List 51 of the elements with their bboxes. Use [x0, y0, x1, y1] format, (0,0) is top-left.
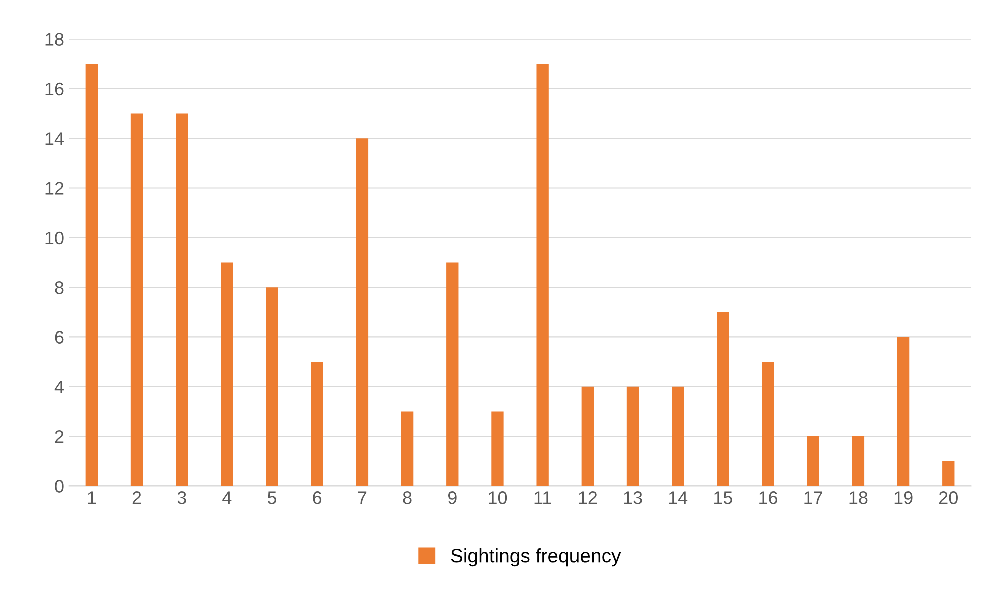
x-tick-label: 18	[850, 492, 868, 504]
x-tick-label: 7	[358, 492, 367, 504]
x-tick-label: 1	[88, 492, 96, 504]
legend-label: Sightings frequency	[451, 548, 622, 567]
x-tick-label: 11	[534, 492, 552, 504]
bar	[356, 138, 369, 486]
x-tick-label: 9	[448, 492, 457, 504]
x-tick-label: 17	[804, 492, 822, 504]
bar	[176, 114, 188, 486]
bar	[852, 436, 865, 486]
x-tick-label: 8	[403, 492, 412, 504]
x-tick-label: 14	[669, 492, 688, 504]
bar	[717, 312, 730, 486]
y-tick-label: 18	[46, 33, 64, 46]
y-tick-label: 2	[55, 430, 64, 444]
x-tick-label: 2	[132, 492, 142, 504]
bar	[807, 436, 820, 486]
x-tick-label: 12	[579, 492, 598, 504]
x-tick-label: 3	[178, 492, 186, 504]
y-tick-label: 16	[46, 82, 64, 96]
y-tick-label: 4	[54, 381, 64, 394]
x-tick-label: 15	[714, 492, 732, 504]
x-tick-label: 13	[624, 492, 642, 504]
bar	[536, 64, 549, 486]
x-tick-label: 16	[760, 492, 778, 504]
y-tick-label: 8	[55, 282, 64, 294]
bar	[311, 362, 324, 486]
bar	[446, 262, 459, 486]
x-tick-label: 6	[313, 492, 322, 504]
bar	[492, 412, 504, 486]
bar	[582, 386, 594, 486]
bar	[221, 262, 234, 486]
y-tick-label: 6	[55, 331, 64, 344]
bar	[897, 337, 910, 486]
bar	[762, 362, 774, 486]
bar	[942, 461, 955, 486]
bar	[401, 412, 414, 486]
y-tick-label: 14	[46, 132, 64, 146]
bar	[266, 288, 278, 486]
y-tick-label: 0	[55, 480, 64, 493]
bar	[626, 386, 640, 486]
x-tick-label: 5	[268, 492, 277, 504]
x-tick-label: 20	[940, 492, 958, 504]
x-tick-label: 4	[222, 492, 232, 504]
y-tick-label: 10	[46, 232, 64, 245]
y-tick-label: 12	[46, 182, 64, 195]
bar	[672, 386, 684, 486]
bar	[130, 114, 144, 486]
bar	[86, 64, 98, 486]
x-tick-label: 19	[894, 492, 913, 504]
x-tick-label: 10	[489, 492, 508, 504]
